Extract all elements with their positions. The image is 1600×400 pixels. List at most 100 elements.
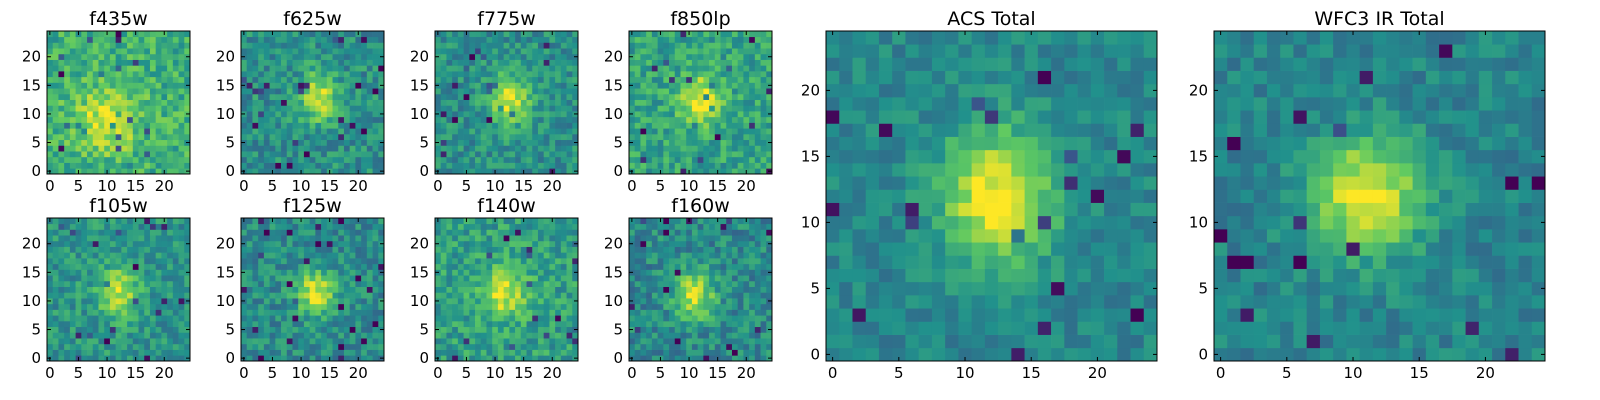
heatmap-cell [749, 105, 756, 112]
heatmap-cell [326, 99, 333, 106]
heatmap-cell [669, 145, 676, 152]
heatmap-cell [155, 162, 162, 169]
heatmap-cell [115, 218, 122, 225]
heatmap-cell [640, 156, 647, 163]
heatmap-cell [674, 168, 681, 175]
heatmap-cell [269, 93, 276, 100]
heatmap-cell [298, 315, 305, 322]
heatmap-cell [686, 286, 693, 293]
heatmap-cell [132, 145, 139, 152]
heatmap-cell [532, 88, 539, 95]
heatmap-cell [252, 298, 259, 305]
heatmap-cell [178, 42, 185, 49]
heatmap-cell [281, 162, 288, 169]
heatmap-cell [503, 145, 510, 152]
heatmap-cell [440, 151, 447, 158]
heatmap-cell [178, 286, 185, 293]
heatmap-cell [75, 71, 82, 78]
heatmap-cell [526, 42, 533, 49]
heatmap-cell [58, 332, 65, 339]
heatmap-cell [372, 218, 379, 225]
heatmap-cell [486, 99, 493, 106]
heatmap-cell [372, 246, 379, 253]
heatmap-cell [720, 315, 727, 322]
heatmap-cell [709, 53, 716, 60]
heatmap-cell [572, 42, 579, 49]
heatmap-cell [144, 275, 151, 282]
heatmap-cell [572, 246, 579, 253]
heatmap-cell [309, 76, 316, 83]
heatmap-cell [81, 303, 88, 310]
heatmap-cell [361, 42, 368, 49]
heatmap-cell [560, 298, 567, 305]
heatmap-cell [543, 71, 550, 78]
heatmap-cell [303, 133, 310, 141]
heatmap-cell [669, 128, 676, 135]
heatmap-cell [343, 71, 351, 78]
heatmap-cell [526, 343, 533, 350]
heatmap-cell [87, 320, 94, 328]
heatmap-cell [87, 116, 94, 123]
heatmap-cell [537, 53, 545, 60]
heatmap-cell [555, 269, 562, 276]
heatmap-cell [155, 292, 162, 299]
heatmap-cell [87, 162, 94, 169]
heatmap-cell [691, 111, 698, 118]
heatmap-cell [252, 258, 259, 265]
heatmap-cell [480, 128, 487, 135]
heatmap-cell [246, 88, 253, 95]
heatmap-cell [109, 338, 116, 345]
heatmap-cell [452, 65, 459, 72]
heatmap-cell [480, 82, 487, 89]
heatmap-cell [161, 326, 168, 333]
heatmap-cell [766, 280, 773, 287]
heatmap-cell [281, 315, 288, 322]
heatmap-cell [766, 31, 773, 38]
heatmap-cell [172, 349, 179, 356]
heatmap-cell [309, 145, 316, 152]
heatmap-cell [98, 229, 105, 236]
heatmap-cell [749, 343, 756, 350]
heatmap-cell [543, 42, 550, 49]
heatmap-cell [69, 139, 76, 146]
heatmap-cell [355, 156, 362, 163]
heatmap-cell [749, 303, 756, 310]
heatmap-cell [315, 93, 322, 100]
heatmap-cell [144, 223, 151, 230]
heatmap-cell [372, 139, 379, 146]
heatmap-cell [275, 303, 282, 310]
heatmap-cell [520, 99, 527, 106]
heatmap-cell [435, 258, 442, 265]
heatmap-cell [640, 139, 647, 146]
heatmap-cell [646, 332, 653, 339]
heatmap-cell [144, 326, 151, 333]
heatmap-cell [269, 269, 276, 276]
heatmap-cell [503, 48, 510, 55]
heatmap-cell [355, 42, 362, 49]
heatmap-cell [109, 59, 116, 66]
heatmap-cell [640, 168, 647, 175]
heatmap-cell [515, 99, 522, 106]
heatmap-cell [566, 309, 573, 316]
heatmap-cell [697, 139, 704, 146]
heatmap-cell [104, 156, 111, 163]
heatmap-cell [69, 156, 76, 163]
heatmap-cell [286, 59, 293, 66]
heatmap-cell [543, 168, 550, 175]
heatmap-cell [109, 36, 116, 43]
heatmap-cell [98, 298, 105, 305]
heatmap-cell [452, 269, 459, 276]
heatmap-cell [109, 128, 116, 135]
heatmap-cell [532, 156, 539, 163]
heatmap-cell [572, 280, 579, 287]
heatmap-cell [167, 252, 174, 259]
heatmap-cell [343, 258, 351, 265]
heatmap-cell [184, 235, 191, 242]
heatmap-cell [178, 48, 185, 55]
heatmap-cell [492, 240, 499, 247]
heatmap-cell [651, 315, 658, 322]
heatmap-cell [520, 76, 527, 83]
heatmap-cell [492, 42, 499, 49]
heatmap-cell [178, 326, 185, 333]
heatmap-cell [492, 263, 499, 270]
